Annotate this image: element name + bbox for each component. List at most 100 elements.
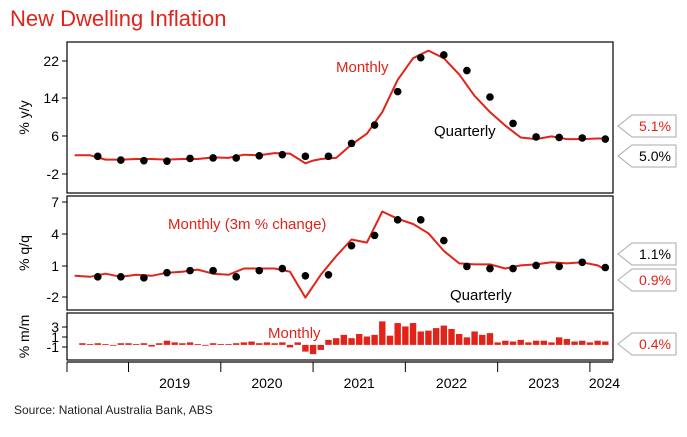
quarterly-point [209,154,217,162]
quarterly-point [278,150,287,159]
bar [579,340,586,345]
quarterly-point [255,266,264,275]
bar [425,330,432,345]
bar [432,328,440,345]
bar [471,331,478,345]
y-axis-label: % y/y [16,100,32,134]
quarterly-point [140,274,148,282]
x-tick-label: 2023 [528,375,559,391]
bar [133,344,140,345]
bar [171,342,178,345]
bar [571,341,578,345]
quarterly-point [578,258,587,267]
value-callout [617,268,677,292]
y-tick-label: -2 [47,166,60,182]
bar [117,343,125,345]
value-callout [617,242,677,266]
bar [586,342,594,345]
quarterly-point [509,264,517,273]
quarterly-point [232,154,240,162]
x-tick-label: 2019 [159,375,190,391]
monthly-series-label: Monthly [268,325,321,342]
bar [502,340,509,345]
bar [548,342,555,345]
quarterly-point [601,263,610,272]
quarterly-point [347,139,356,148]
bar [302,344,309,352]
quarterly-point [601,135,610,143]
y-axis-label: % m/m [16,315,32,359]
quarterly-point [532,261,540,270]
bar [409,323,417,345]
bar [248,341,255,345]
bar [363,336,371,345]
y-tick-label: -1 [47,339,60,355]
bar [594,340,601,345]
bar [356,333,363,345]
quarterly-point [440,51,448,59]
x-tick-label: 2020 [251,375,282,391]
bar [271,343,278,345]
bar [125,343,132,345]
bar [225,344,232,345]
quarterly-point [416,216,425,224]
top-panel: 22 14 6 -2 % y/y Monthly Quarterly 5.1% 5.0% [16,41,677,194]
bar [179,343,186,345]
y-tick-label: 1 [51,258,59,274]
bar [194,344,201,345]
chart-title: New Dwelling Inflation [10,6,227,31]
bar [340,334,348,345]
quarterly-point [93,273,102,281]
quarterly-point [278,264,287,273]
y-tick-label: 4 [51,226,59,242]
y-tick-label: -2 [47,289,60,305]
quarterly-point [186,154,194,163]
quarterly-point [324,152,333,161]
y-tick-label: 14 [43,90,59,106]
bar [94,343,101,345]
bar [202,344,209,346]
quarterly-point [301,152,310,161]
bar [109,344,117,346]
quarterly-point [486,93,494,101]
bar [256,343,263,345]
quarterly-point [463,262,471,271]
top-frame [66,41,614,194]
quarterly-point [163,157,171,165]
bar [325,339,332,345]
value-callout [617,144,677,168]
bar [417,331,424,345]
monthly-series-label: Monthly [336,59,389,76]
quarterly-point [393,87,402,96]
bar [186,342,194,345]
x-tick-label: 2021 [344,375,375,391]
quarterly-point [486,264,494,273]
bar [148,344,155,347]
bar [309,344,317,355]
bar [263,342,271,345]
quarterly-point [140,156,148,165]
quarterly-point [555,262,563,271]
x-tick-label: 2022 [436,375,467,391]
quarterly-point [509,119,517,128]
bar [86,344,94,345]
quarterly-point [532,133,540,141]
value-callout [617,332,677,356]
y-tick-label: 22 [43,53,59,69]
quarterly-point [347,241,356,250]
bar [279,342,286,345]
quarterly-point [93,152,102,161]
bar [455,333,463,345]
bar [371,334,378,345]
bar [448,328,455,345]
monthly-series-label: Monthly (3m % change) [168,216,326,233]
bar [540,340,547,345]
bottom-frame [66,312,614,361]
value-callout-label: 5.1% [639,118,671,134]
bar [317,344,324,350]
monthly-line [74,210,606,299]
bar [386,335,394,345]
bar [440,325,448,345]
y-tick-label: 1 [51,329,59,345]
middle-frame [66,195,614,311]
